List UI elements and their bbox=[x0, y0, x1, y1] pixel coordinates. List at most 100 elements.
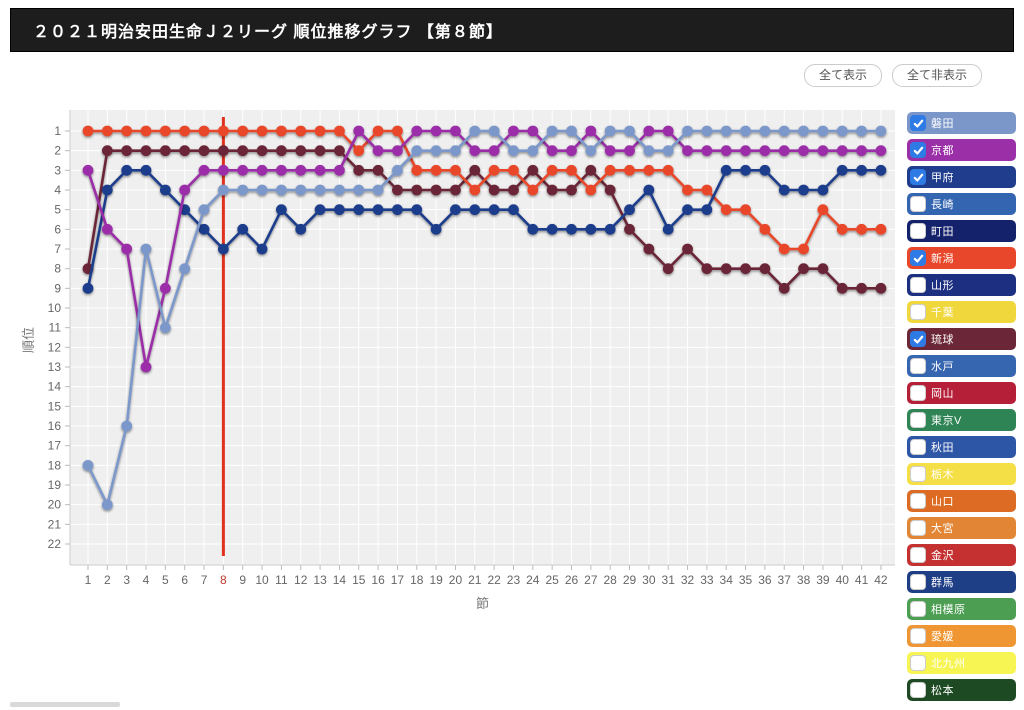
y-axis-title: 順位 bbox=[21, 327, 36, 353]
data-point bbox=[740, 164, 751, 176]
hide-all-button[interactable]: 全て非表示 bbox=[891, 64, 982, 87]
legend-item-群馬[interactable]: 群馬 bbox=[907, 571, 1016, 593]
legend-item-秋田[interactable]: 秋田 bbox=[907, 436, 1016, 458]
data-point bbox=[140, 125, 152, 137]
data-point bbox=[682, 243, 693, 255]
data-point bbox=[217, 243, 229, 255]
data-point bbox=[140, 164, 152, 176]
team-label: 群馬 bbox=[931, 577, 954, 589]
data-point bbox=[217, 145, 229, 157]
data-point bbox=[662, 223, 674, 235]
team-checkbox-unchecked-icon[interactable] bbox=[910, 520, 926, 536]
data-point bbox=[836, 145, 848, 157]
legend-item-岡山[interactable]: 岡山 bbox=[907, 382, 1016, 404]
team-label: 山形 bbox=[931, 280, 954, 292]
legend-item-新潟[interactable]: 新潟 bbox=[907, 247, 1016, 269]
data-point bbox=[353, 164, 365, 176]
legend-item-甲府[interactable]: 甲府 bbox=[907, 166, 1016, 188]
data-point bbox=[856, 223, 867, 235]
legend-item-京都[interactable]: 京都 bbox=[907, 139, 1016, 161]
data-point bbox=[488, 184, 500, 196]
team-checkbox-unchecked-icon[interactable] bbox=[910, 655, 926, 671]
data-point bbox=[643, 243, 655, 255]
data-point bbox=[662, 125, 674, 137]
data-point bbox=[159, 125, 171, 137]
y-tick-label: 19 bbox=[48, 478, 62, 492]
legend-item-磐田[interactable]: 磐田 bbox=[907, 112, 1016, 134]
data-point bbox=[624, 145, 635, 157]
data-point bbox=[198, 164, 210, 176]
team-checkbox-checked-icon[interactable] bbox=[910, 331, 926, 347]
team-label: 新潟 bbox=[931, 253, 954, 265]
legend-item-長崎[interactable]: 長崎 bbox=[907, 193, 1016, 215]
team-label: 愛媛 bbox=[931, 631, 954, 643]
x-tick-label: 35 bbox=[739, 573, 753, 587]
data-point bbox=[682, 145, 693, 157]
legend-item-金沢[interactable]: 金沢 bbox=[907, 544, 1016, 566]
legend-item-山口[interactable]: 山口 bbox=[907, 490, 1016, 512]
data-point bbox=[276, 145, 287, 157]
y-tick-label: 4 bbox=[54, 183, 61, 197]
x-tick-label: 28 bbox=[604, 573, 618, 587]
legend-item-北九州[interactable]: 北九州 bbox=[907, 652, 1016, 674]
legend-item-水戸[interactable]: 水戸 bbox=[907, 355, 1016, 377]
team-checkbox-unchecked-icon[interactable] bbox=[910, 574, 926, 590]
legend-item-千葉[interactable]: 千葉 bbox=[907, 301, 1016, 323]
data-point bbox=[585, 145, 597, 157]
legend-item-町田[interactable]: 町田 bbox=[907, 220, 1016, 242]
x-tick-label: 9 bbox=[239, 573, 246, 587]
legend-item-相模原[interactable]: 相模原 bbox=[907, 598, 1016, 620]
team-label: 相模原 bbox=[931, 604, 966, 616]
team-checkbox-unchecked-icon[interactable] bbox=[910, 439, 926, 455]
team-checkbox-unchecked-icon[interactable] bbox=[910, 601, 926, 617]
data-point bbox=[256, 243, 268, 255]
team-checkbox-unchecked-icon[interactable] bbox=[910, 493, 926, 509]
data-point bbox=[82, 459, 94, 471]
team-checkbox-checked-icon[interactable] bbox=[910, 169, 926, 185]
team-checkbox-unchecked-icon[interactable] bbox=[910, 682, 926, 698]
team-checkbox-unchecked-icon[interactable] bbox=[910, 196, 926, 212]
legend-item-栃木[interactable]: 栃木 bbox=[907, 463, 1016, 485]
data-point bbox=[836, 164, 848, 176]
team-checkbox-unchecked-icon[interactable] bbox=[910, 466, 926, 482]
team-checkbox-checked-icon[interactable] bbox=[910, 250, 926, 266]
legend-item-松本[interactable]: 松本 bbox=[907, 679, 1016, 701]
data-point bbox=[875, 282, 887, 294]
x-tick-label: 38 bbox=[797, 573, 811, 587]
data-point bbox=[527, 145, 539, 157]
data-point bbox=[778, 145, 790, 157]
legend-item-山形[interactable]: 山形 bbox=[907, 274, 1016, 296]
team-checkbox-unchecked-icon[interactable] bbox=[910, 385, 926, 401]
x-tick-label: 21 bbox=[468, 573, 482, 587]
data-point bbox=[450, 184, 461, 196]
data-point bbox=[643, 125, 655, 137]
team-checkbox-unchecked-icon[interactable] bbox=[910, 628, 926, 644]
legend-item-愛媛[interactable]: 愛媛 bbox=[907, 625, 1016, 647]
team-checkbox-unchecked-icon[interactable] bbox=[910, 223, 926, 239]
legend-item-東京V[interactable]: 東京V bbox=[907, 409, 1016, 431]
team-checkbox-checked-icon[interactable] bbox=[910, 142, 926, 158]
x-tick-label: 6 bbox=[181, 573, 188, 587]
team-checkbox-unchecked-icon[interactable] bbox=[910, 358, 926, 374]
team-checkbox-unchecked-icon[interactable] bbox=[910, 277, 926, 293]
team-checkbox-unchecked-icon[interactable] bbox=[910, 547, 926, 563]
data-point bbox=[701, 204, 713, 216]
data-point bbox=[237, 164, 249, 176]
team-label: 千葉 bbox=[931, 307, 954, 319]
data-point bbox=[237, 184, 249, 196]
team-checkbox-checked-icon[interactable] bbox=[910, 115, 926, 131]
team-label: 岡山 bbox=[931, 388, 954, 400]
team-checkbox-unchecked-icon[interactable] bbox=[910, 304, 926, 320]
legend-item-琉球[interactable]: 琉球 bbox=[907, 328, 1016, 350]
data-point bbox=[121, 145, 133, 157]
show-all-button[interactable]: 全て表示 bbox=[803, 64, 882, 87]
data-point bbox=[82, 282, 94, 294]
legend-item-大宮[interactable]: 大宮 bbox=[907, 517, 1016, 539]
series-京都 bbox=[82, 125, 887, 373]
team-checkbox-unchecked-icon[interactable] bbox=[910, 412, 926, 428]
team-label: 水戸 bbox=[931, 361, 954, 373]
data-point bbox=[256, 125, 268, 137]
x-tick-label: 36 bbox=[758, 573, 772, 587]
legend-controls: 全て表示 全て非表示 bbox=[803, 64, 982, 87]
data-point bbox=[740, 263, 751, 275]
